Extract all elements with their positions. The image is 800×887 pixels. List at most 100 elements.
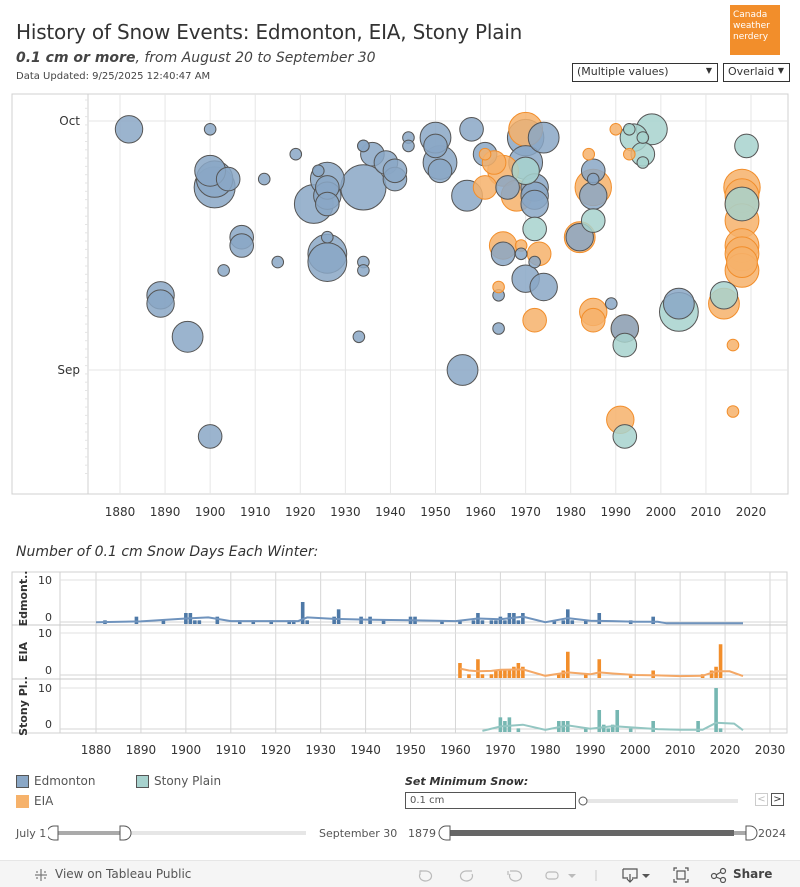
legend-label-eia[interactable]: EIA bbox=[34, 794, 54, 808]
bar-eia[interactable] bbox=[507, 670, 512, 679]
legend-label-stony-plain[interactable]: Stony Plain bbox=[154, 774, 222, 788]
bar-edmonton[interactable] bbox=[489, 620, 494, 624]
bar-edmonton[interactable] bbox=[193, 620, 197, 624]
bubble-eia[interactable] bbox=[522, 307, 547, 333]
legend-swatch-edmonton[interactable] bbox=[16, 775, 29, 788]
bar-stony-plain[interactable] bbox=[597, 710, 602, 732]
bar-edmonton[interactable] bbox=[570, 620, 575, 624]
bubble-edmonton[interactable] bbox=[289, 147, 303, 161]
bubble-eia[interactable] bbox=[726, 246, 758, 279]
bubble-edmonton[interactable] bbox=[529, 272, 558, 302]
bar-stony-plain[interactable] bbox=[516, 728, 521, 732]
bar-stony-plain[interactable] bbox=[628, 728, 633, 732]
bar-stony-plain[interactable] bbox=[507, 717, 512, 732]
bubble-edmonton[interactable] bbox=[579, 181, 608, 210]
bar-chart[interactable]: 1880 1890 1900 1910 1920 1930 1940 1950 1960 1970… bbox=[0, 565, 800, 765]
bar-edmonton[interactable] bbox=[516, 620, 521, 624]
bubble-edmonton[interactable] bbox=[357, 139, 370, 153]
bar-eia[interactable] bbox=[628, 674, 633, 678]
bubble-edmonton[interactable] bbox=[495, 175, 520, 200]
year-range-slider[interactable] bbox=[438, 824, 758, 842]
bar-edmonton[interactable] bbox=[287, 620, 292, 624]
bubble-stony-plain[interactable] bbox=[724, 186, 760, 222]
bar-edmonton[interactable] bbox=[498, 616, 503, 624]
bar-edmonton[interactable] bbox=[215, 616, 220, 624]
bar-edmonton[interactable] bbox=[381, 620, 386, 624]
bar-eia[interactable] bbox=[718, 644, 723, 678]
bar-eia[interactable] bbox=[651, 670, 655, 679]
bubble-edmonton[interactable] bbox=[217, 264, 230, 277]
legend-label-edmonton[interactable]: Edmonton bbox=[34, 774, 96, 788]
bar-edmonton[interactable] bbox=[503, 620, 507, 624]
bar-eia[interactable] bbox=[494, 670, 498, 679]
bar-edmonton[interactable] bbox=[197, 620, 202, 624]
date-range-slider[interactable] bbox=[48, 824, 310, 842]
bubble-edmonton[interactable] bbox=[229, 233, 254, 258]
bar-edmonton[interactable] bbox=[300, 602, 305, 624]
bar-eia[interactable] bbox=[503, 670, 507, 679]
bubble-stony-plain[interactable] bbox=[734, 133, 759, 159]
bubble-edmonton[interactable] bbox=[257, 172, 271, 186]
bar-eia[interactable] bbox=[476, 659, 480, 678]
bar-eia[interactable] bbox=[714, 666, 718, 678]
bar-eia[interactable] bbox=[512, 666, 516, 678]
bar-eia[interactable] bbox=[521, 666, 525, 678]
bubble-stony-plain[interactable] bbox=[580, 208, 606, 233]
bar-edmonton[interactable] bbox=[480, 620, 485, 624]
bar-eia[interactable] bbox=[597, 659, 602, 678]
bar-edmonton[interactable] bbox=[583, 620, 588, 624]
bubble-edmonton[interactable] bbox=[662, 287, 695, 320]
bubble-edmonton[interactable] bbox=[203, 123, 217, 136]
bubble-edmonton[interactable] bbox=[427, 158, 453, 184]
bubble-eia[interactable] bbox=[478, 147, 492, 161]
bar-stony-plain[interactable] bbox=[615, 710, 620, 732]
date-range-start-handle[interactable] bbox=[48, 825, 59, 841]
bubble-eia[interactable] bbox=[582, 147, 596, 161]
bubble-eia[interactable] bbox=[472, 175, 498, 200]
bar-eia[interactable] bbox=[467, 674, 471, 678]
bubble-edmonton[interactable] bbox=[527, 121, 560, 154]
logo[interactable]: Canada weather nerdery bbox=[730, 5, 780, 55]
bubble-edmonton[interactable] bbox=[114, 115, 144, 144]
bar-stony-plain[interactable] bbox=[696, 721, 700, 732]
bar-stony-plain[interactable] bbox=[601, 724, 606, 732]
bubble-chart[interactable]: 1880 1890 1900 1910 1920 1930 1940 1950 1960 1970… bbox=[0, 0, 800, 530]
min-snow-slider[interactable] bbox=[576, 793, 741, 809]
bubble-stony-plain[interactable] bbox=[636, 156, 650, 169]
bar-edmonton[interactable] bbox=[134, 616, 139, 624]
bar-stony-plain[interactable] bbox=[714, 688, 718, 732]
bubble-stony-plain[interactable] bbox=[511, 156, 540, 186]
download-button[interactable] bbox=[622, 867, 652, 883]
view-select[interactable]: Overlaid ▼ bbox=[723, 63, 790, 82]
min-snow-input[interactable]: 0.1 cm bbox=[405, 792, 576, 809]
bar-stony-plain[interactable] bbox=[651, 721, 655, 732]
min-snow-track[interactable] bbox=[580, 799, 738, 803]
bar-edmonton[interactable] bbox=[305, 620, 309, 624]
bubble-edmonton[interactable] bbox=[490, 241, 516, 267]
bubble-edmonton[interactable] bbox=[514, 247, 528, 261]
station-select[interactable]: (Multiple values) ▼ bbox=[572, 63, 718, 82]
bubble-eia[interactable] bbox=[580, 307, 606, 333]
bubble-edmonton[interactable] bbox=[215, 166, 241, 192]
bubble-stony-plain[interactable] bbox=[623, 123, 636, 136]
bubble-edmonton[interactable] bbox=[271, 255, 285, 269]
view-on-tableau-link[interactable]: View on Tableau Public bbox=[55, 867, 192, 881]
bar-eia[interactable] bbox=[583, 674, 588, 678]
bar-edmonton[interactable] bbox=[566, 609, 570, 624]
legend-swatch-eia[interactable] bbox=[16, 795, 29, 808]
bar-edmonton[interactable] bbox=[458, 620, 462, 624]
bubble-edmonton[interactable] bbox=[312, 164, 325, 178]
bubble-stony-plain[interactable] bbox=[612, 332, 638, 358]
bubble-edmonton[interactable] bbox=[402, 139, 415, 153]
bubble-edmonton[interactable] bbox=[352, 330, 366, 344]
bar-eia[interactable] bbox=[458, 663, 462, 678]
bubble-edmonton[interactable] bbox=[446, 354, 479, 386]
bubble-edmonton[interactable] bbox=[197, 424, 223, 449]
min-snow-handle[interactable] bbox=[578, 796, 588, 806]
fullscreen-button[interactable] bbox=[672, 866, 690, 884]
bar-edmonton[interactable] bbox=[597, 613, 602, 624]
bar-edmonton[interactable] bbox=[161, 620, 166, 624]
bubble-edmonton[interactable] bbox=[315, 191, 340, 217]
bubble-edmonton[interactable] bbox=[520, 189, 549, 219]
bar-edmonton[interactable] bbox=[651, 616, 655, 624]
